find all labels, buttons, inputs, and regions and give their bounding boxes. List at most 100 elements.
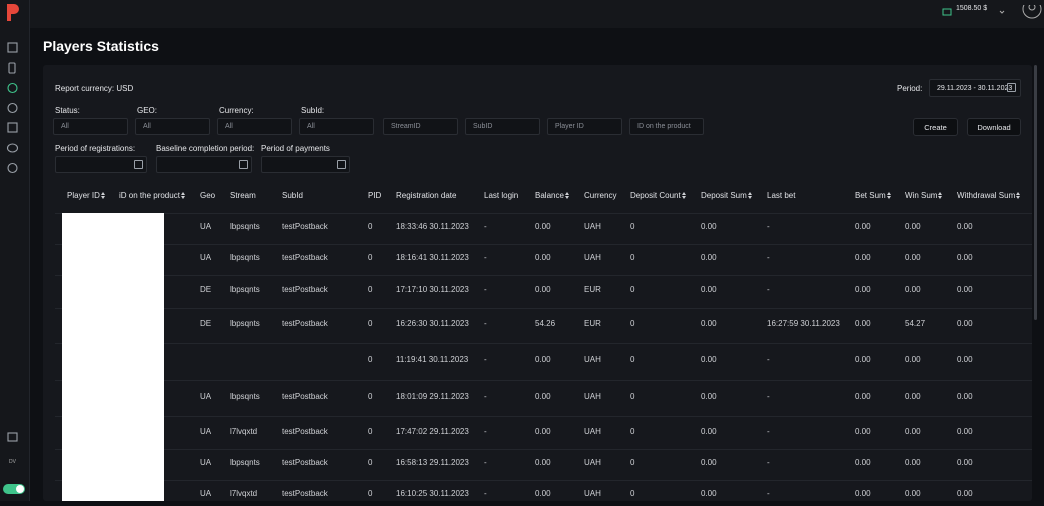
table-cell: testPostback — [282, 489, 328, 498]
table-cell: 0.00 — [701, 253, 717, 262]
sidebar-icons — [3, 4, 25, 494]
table-cell: 0.00 — [905, 392, 921, 401]
table-cell: 0.00 — [855, 489, 871, 498]
date-input[interactable] — [261, 156, 350, 173]
balance[interactable]: 1508.50 $ — [956, 5, 988, 12]
table-cell: 0.00 — [701, 355, 717, 364]
table-cell: 0 — [630, 458, 635, 467]
table-cell: 0 — [368, 458, 373, 467]
sidebar: DV — [0, 0, 30, 501]
table-cell: 0.00 — [701, 285, 717, 294]
period-input[interactable]: 29.11.2023 - 30.11.2023 — [929, 79, 1021, 97]
filter-select[interactable]: All — [53, 118, 128, 135]
table-cell: lbpsqnts — [230, 253, 260, 262]
table-cell: 0.00 — [905, 427, 921, 436]
table-cell: 0 — [630, 392, 635, 401]
filter-select[interactable]: All — [135, 118, 210, 135]
table-cell: - — [767, 253, 770, 262]
table-cell: testPostback — [282, 253, 328, 262]
table-cell: lbpsqnts — [230, 222, 260, 231]
table-cell: - — [767, 427, 770, 436]
row-separator — [55, 343, 1032, 344]
table-cell: 0 — [630, 285, 635, 294]
table-cell: 0.00 — [855, 319, 871, 328]
table-cell: testPostback — [282, 285, 328, 294]
row-separator — [55, 416, 1032, 417]
download-button[interactable]: Download — [967, 118, 1021, 136]
date-input[interactable] — [156, 156, 252, 173]
table-cell: EUR — [584, 285, 601, 294]
table-cell: UAH — [584, 489, 601, 498]
table-cell: testPostback — [282, 427, 328, 436]
calendar-icon — [337, 160, 346, 169]
table-cell: UAH — [584, 222, 601, 231]
table-cell: 0.00 — [535, 489, 551, 498]
table-cell: 0 — [630, 427, 635, 436]
table-cell: DE — [200, 285, 212, 294]
account-icons[interactable] — [998, 5, 1044, 25]
table-cell: 18:01:09 29.11.2023 — [396, 392, 469, 401]
table-cell: l7lvqxtd — [230, 427, 258, 436]
column-header[interactable]: iD on the product — [119, 191, 185, 200]
date-label: Period of payments — [261, 144, 330, 153]
table-cell: 0.00 — [957, 285, 973, 294]
column-header[interactable]: Deposit Sum — [701, 191, 752, 200]
table-cell: 0.00 — [905, 458, 921, 467]
table-cell: 0.00 — [905, 253, 921, 262]
table-cell: 17:17:10 30.11.2023 — [396, 285, 469, 294]
filter-input[interactable]: Player ID — [547, 118, 622, 135]
table-cell: UAH — [584, 355, 601, 364]
table-cell: 0.00 — [957, 355, 973, 364]
column-header: PID — [368, 191, 382, 200]
table-cell: 0 — [630, 489, 635, 498]
table-cell: 0.00 — [535, 355, 551, 364]
table-cell: testPostback — [282, 222, 328, 231]
table-cell: 0.00 — [701, 489, 717, 498]
table-cell: UAH — [584, 458, 601, 467]
table-cell: 0.00 — [701, 427, 717, 436]
table-cell: UA — [200, 489, 212, 498]
table-cell: 0.00 — [957, 489, 973, 498]
report-currency: Report currency: USD — [55, 84, 134, 93]
table-cell: 0 — [368, 285, 373, 294]
filter-input[interactable]: SubID — [465, 118, 540, 135]
filter-label: Status: — [55, 106, 80, 115]
table-cell: UAH — [584, 392, 601, 401]
top-bar: 1508.50 $ — [30, 0, 1044, 28]
table-cell: testPostback — [282, 458, 328, 467]
table-cell: testPostback — [282, 392, 328, 401]
column-header[interactable]: Bet Sum — [855, 191, 891, 200]
wallet-icon — [942, 8, 952, 16]
table-cell: 0.00 — [957, 392, 973, 401]
scrollbar[interactable] — [1034, 65, 1037, 320]
create-button[interactable]: Create — [913, 118, 958, 136]
table-cell: 17:47:02 29.11.2023 — [396, 427, 469, 436]
column-header[interactable]: Withdrawal Sum — [957, 191, 1021, 200]
column-header[interactable]: Balance — [535, 191, 569, 200]
panel: Report currency: USD Period: 29.11.2023 - … — [43, 65, 1032, 501]
table-cell: - — [767, 222, 770, 231]
table-cell: lbpsqnts — [230, 319, 260, 328]
filter-input[interactable]: ID on the product — [629, 118, 704, 135]
column-header[interactable]: Win Sum — [905, 191, 943, 200]
filter-select[interactable]: All — [299, 118, 374, 135]
table-cell: 0 — [630, 355, 635, 364]
column-header[interactable]: Deposit Count — [630, 191, 686, 200]
column-header[interactable]: Player ID — [67, 191, 105, 200]
table-cell: 0.00 — [957, 458, 973, 467]
table-cell: 0.00 — [701, 319, 717, 328]
table-cell: 0 — [368, 222, 373, 231]
column-header: Last login — [484, 191, 519, 200]
table-cell: 0 — [368, 355, 373, 364]
date-input[interactable] — [55, 156, 147, 173]
page-title: Players Statistics — [43, 38, 159, 54]
table-cell: 0.00 — [855, 355, 871, 364]
table-cell: lbpsqnts — [230, 285, 260, 294]
table-cell: UA — [200, 392, 212, 401]
table-cell: - — [484, 355, 487, 364]
filter-select[interactable]: All — [217, 118, 292, 135]
table-cell: 0.00 — [905, 222, 921, 231]
filter-label: Currency: — [219, 106, 254, 115]
filter-input[interactable]: StreamID — [383, 118, 458, 135]
date-label: Period of registrations: — [55, 144, 136, 153]
